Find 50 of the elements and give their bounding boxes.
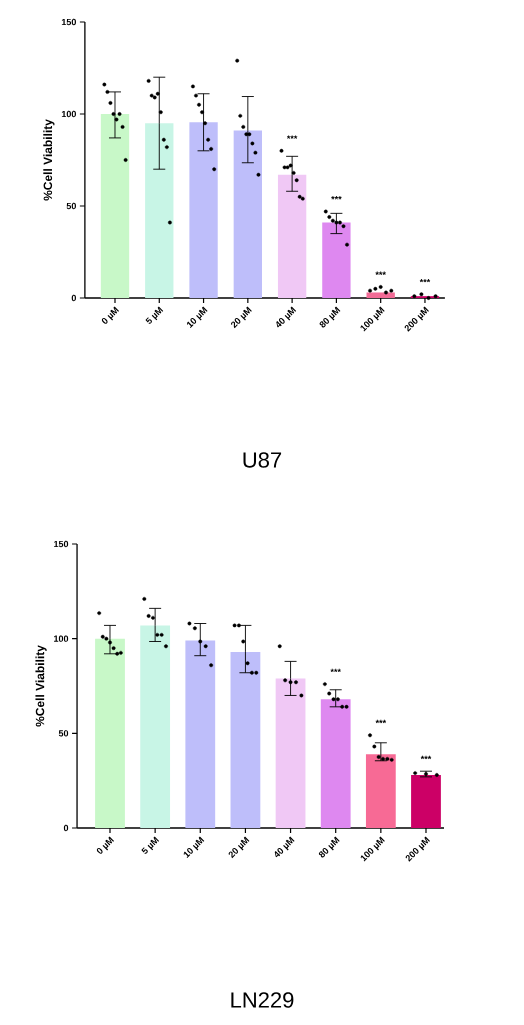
y-tick-label: 150: [61, 18, 76, 26]
annotation: ***: [286, 135, 298, 139]
annotation: ***: [331, 196, 342, 200]
bar: [275, 678, 306, 828]
annotation: ***: [420, 755, 432, 760]
x-tick-label: 100 µM: [360, 306, 385, 332]
bar: [100, 114, 130, 298]
x-tick-label: 20 µM: [228, 836, 250, 859]
x-tick-label: 200 µM: [405, 836, 430, 862]
bar: [366, 292, 395, 298]
y-tick-label: 0: [63, 824, 69, 832]
x-tick-label: 40 µM: [274, 836, 295, 858]
bar: [233, 130, 263, 298]
y-tick-label: 50: [58, 730, 69, 737]
bar: [145, 123, 174, 298]
annotation: ***: [419, 278, 431, 283]
x-tick-label: 200 µM: [404, 306, 429, 332]
bar: [185, 640, 216, 828]
x-tick-label: 0 µM: [101, 306, 120, 324]
bar: [365, 754, 396, 828]
x-tick-label: 20 µM: [231, 306, 252, 329]
x-tick-label: 10 µM: [183, 836, 205, 858]
bar: [320, 699, 351, 828]
y-axis-title: %Cell Viability: [35, 645, 47, 727]
y-tick-label: 100: [54, 635, 69, 642]
text: U87: [243, 452, 282, 468]
y-tick-label: 50: [66, 202, 76, 210]
bar: [189, 122, 218, 298]
x-tick-label: 100 µM: [360, 836, 385, 862]
annotation: ***: [330, 668, 341, 673]
x-tick-label: 0 µM: [96, 836, 115, 854]
y-axis-title: %Cell Viability: [43, 119, 55, 201]
bar: [95, 638, 125, 828]
annotation: ***: [375, 719, 387, 724]
bar: [277, 174, 307, 298]
y-tick-label: 0: [71, 294, 76, 302]
text: LN229: [231, 992, 294, 1008]
x-tick-label: 5 µM: [141, 836, 160, 854]
annotation: ***: [375, 271, 386, 275]
x-tick-label: 10 µM: [186, 306, 208, 328]
bar: [230, 651, 261, 828]
bar: [140, 625, 171, 828]
x-tick-label: 80 µM: [319, 306, 341, 328]
x-tick-label: 80 µM: [318, 836, 340, 858]
x-tick-label: 40 µM: [276, 306, 297, 328]
y-tick-label: 100: [61, 110, 76, 118]
y-tick-label: 150: [54, 540, 69, 548]
x-tick-label: 5 µM: [145, 306, 164, 324]
bar: [411, 774, 441, 828]
bar: [322, 222, 351, 298]
